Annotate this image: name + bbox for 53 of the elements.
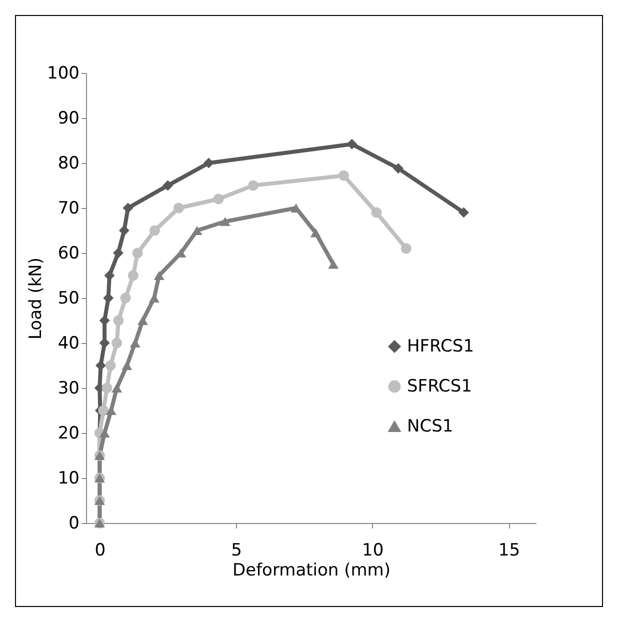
y-tick-label: 70 [58,198,80,218]
point [98,405,109,416]
point [213,194,224,204]
x-tick-label: 5 [231,540,242,560]
point [105,360,116,371]
point [112,383,122,393]
point [400,243,412,254]
point [132,248,143,258]
point [371,207,382,218]
x-tick-label: 0 [94,540,106,560]
point [130,338,140,348]
point [290,203,302,213]
legend-label: SFRCS1 [407,376,472,396]
point [458,207,469,218]
x-tick-label: 10 [362,540,384,560]
point [113,315,124,326]
y-tick-label: 60 [58,244,80,264]
point [154,270,164,280]
y-axis-title: Load (kN) [26,257,46,340]
legend-label: NCS1 [407,416,454,436]
y-tick-label: 40 [58,334,80,354]
point [128,270,138,281]
y-tick-label: 30 [58,378,80,398]
point [112,338,122,348]
point [173,202,184,214]
point [120,292,131,304]
y-tick-label: 10 [58,468,80,488]
point [346,138,358,150]
y-tick-label: 80 [58,154,80,174]
x-tick-label: 15 [498,540,520,560]
point [149,225,160,236]
point [310,228,321,238]
y-tick-label: 90 [58,108,80,128]
x-axis-title: Deformation (mm) [232,560,390,580]
point [112,248,124,258]
y-tick-label: 50 [58,288,80,308]
point [220,216,230,226]
point [162,180,174,191]
point [338,170,349,181]
point [393,163,404,174]
y-tick-label: 0 [68,514,80,534]
point [102,382,112,394]
point [248,180,258,191]
point [192,226,202,236]
point [328,260,339,269]
point [122,202,134,214]
y-tick-label: 20 [58,424,80,444]
point [99,428,110,438]
legend-label: HFRCS1 [407,336,474,356]
point [137,316,148,326]
point [118,225,130,236]
y-tick-label: 100 [47,64,80,84]
point [203,158,214,168]
